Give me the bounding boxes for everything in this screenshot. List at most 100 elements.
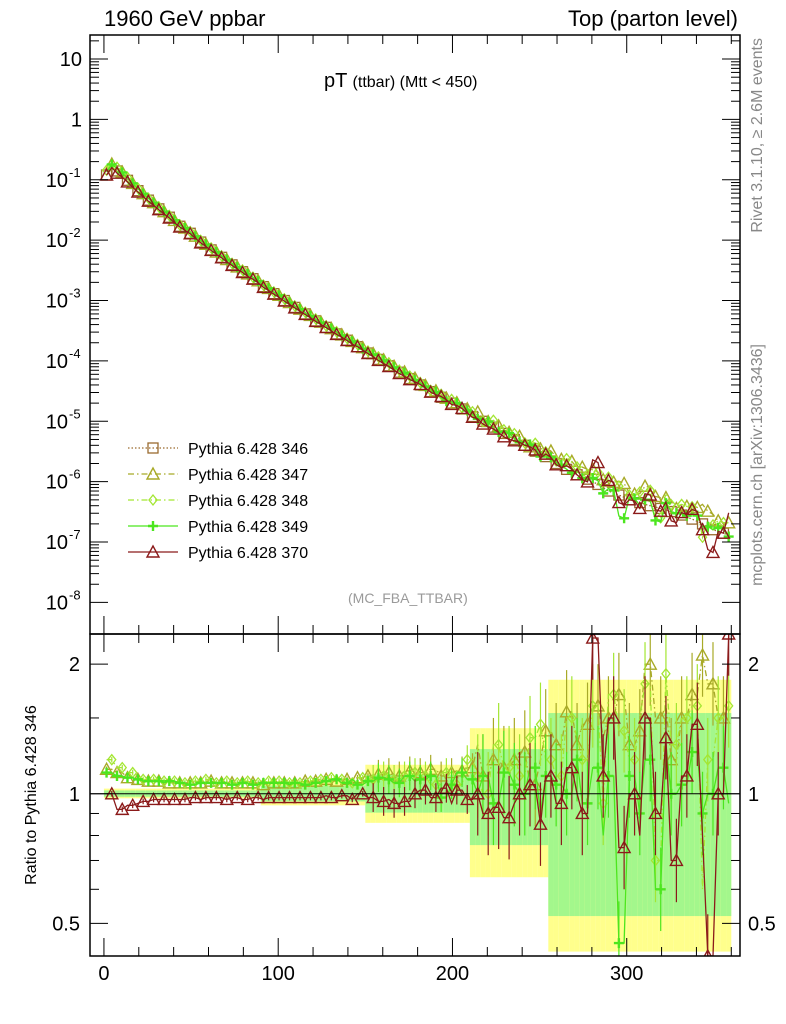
- ratio-point: [684, 687, 700, 701]
- ratio-point: [148, 773, 159, 786]
- data-point: [423, 384, 438, 398]
- ratio-point: [135, 793, 151, 808]
- uncertainty-band-green: [720, 713, 727, 917]
- ratio-point: [274, 775, 284, 788]
- data-point: [475, 416, 491, 430]
- ratio-point: [389, 773, 399, 786]
- ratio-point: [425, 770, 436, 781]
- ratio-point: [378, 769, 389, 782]
- ratio-point: [596, 768, 611, 782]
- ratio-point: [143, 776, 154, 787]
- ratio-point: [146, 792, 161, 806]
- data-point: [318, 320, 334, 334]
- ratio-point: [572, 754, 583, 765]
- plot-title-main: pT: [324, 70, 347, 92]
- data-point: [611, 495, 627, 509]
- ratio-point: [530, 762, 541, 773]
- ratio-point: [415, 774, 426, 785]
- data-point: [616, 475, 632, 490]
- y-tick-label: 10: [46, 230, 68, 252]
- ratio-point: [702, 753, 713, 766]
- y-tick-exponent: -1: [69, 165, 81, 180]
- ratio-point: [481, 806, 496, 820]
- ratio-point: [564, 760, 580, 774]
- data-point: [235, 265, 250, 279]
- legend-label: Pythia 6.428 349: [188, 519, 308, 536]
- legend-marker: [148, 521, 158, 531]
- ratio-point: [606, 710, 621, 724]
- uncertainty-band-green: [647, 713, 653, 917]
- ratio-point: [352, 779, 363, 790]
- ratio-tick-label-right: 0.5: [748, 913, 776, 935]
- data-point: [488, 414, 499, 427]
- data-point: [695, 522, 710, 536]
- data-point: [329, 326, 344, 341]
- ratio-point: [498, 767, 509, 778]
- ratio-point: [645, 754, 656, 765]
- ratio-point: [106, 753, 117, 766]
- data-point: [308, 313, 323, 328]
- ratio-point: [721, 634, 736, 640]
- data-point: [360, 346, 376, 360]
- ratio-point: [279, 777, 290, 788]
- y-tick-label: 1: [71, 109, 82, 131]
- data-point: [245, 271, 261, 285]
- ratio-point: [232, 776, 243, 789]
- data-point: [444, 397, 459, 411]
- analysis-watermark: (MC_FBA_TTBAR): [348, 590, 468, 606]
- data-point: [120, 174, 135, 188]
- uncertainty-band-green: [611, 713, 617, 917]
- data-point: [433, 389, 449, 403]
- y-tick-label: 10: [60, 49, 82, 71]
- ratio-point: [650, 854, 661, 867]
- data-point: [548, 457, 564, 471]
- data-point: [575, 459, 590, 473]
- ratio-point: [125, 797, 140, 812]
- energy-label: 1960 GeV ppbar: [104, 6, 266, 31]
- data-point: [413, 376, 428, 391]
- y-tick-exponent: -8: [69, 587, 81, 602]
- data-point: [538, 446, 553, 460]
- data-point: [608, 485, 619, 496]
- ratio-plot-area: [99, 634, 736, 956]
- data-point: [663, 513, 679, 527]
- data-point: [172, 219, 187, 233]
- ratio-point: [316, 773, 326, 786]
- data-point: [540, 445, 551, 458]
- data-point: [528, 442, 543, 456]
- data-point: [603, 471, 614, 484]
- ratio-point: [211, 776, 222, 789]
- data-point: [141, 193, 156, 207]
- uncertainty-band-green: [590, 713, 596, 917]
- ratio-point: [180, 776, 190, 789]
- ratio-point: [697, 808, 708, 819]
- data-point: [183, 226, 198, 240]
- ratio-point: [169, 775, 180, 788]
- uncertainty-band-green: [658, 713, 664, 917]
- data-point: [601, 472, 616, 487]
- data-point: [705, 545, 721, 559]
- ratio-point: [177, 792, 193, 806]
- ratio-point: [326, 771, 337, 784]
- process-label: Top (parton level): [568, 6, 738, 31]
- ratio-point: [206, 777, 217, 788]
- ratio-point: [132, 774, 143, 785]
- data-point: [676, 498, 687, 511]
- uncertainty-band-green: [569, 713, 575, 917]
- mcplots-source-label: mcplots.cern.ch [arXiv:1306.3436]: [749, 344, 766, 586]
- ratio-point: [616, 840, 632, 854]
- ratio-point: [365, 790, 381, 804]
- ratio-point: [632, 723, 647, 737]
- ratio-point: [357, 771, 368, 784]
- ratio-point: [394, 777, 405, 788]
- data-point: [193, 235, 208, 249]
- data-point: [648, 488, 663, 503]
- ratio-point: [373, 772, 384, 783]
- ratio-point: [386, 795, 402, 810]
- ratio-point: [342, 777, 353, 788]
- ratio-point: [624, 770, 635, 781]
- ratio-point: [679, 768, 695, 782]
- ratio-point: [122, 772, 133, 783]
- ratio-point: [117, 761, 128, 774]
- data-point: [632, 501, 647, 515]
